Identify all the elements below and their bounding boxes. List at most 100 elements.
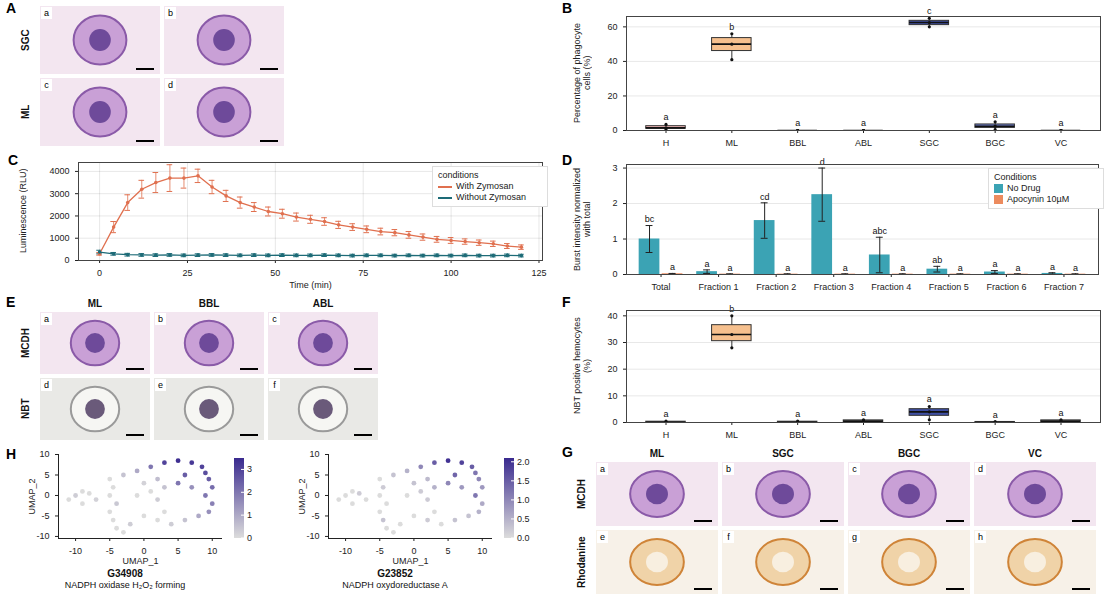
- svg-text:b: b: [168, 8, 173, 18]
- svg-text:b: b: [729, 304, 734, 314]
- svg-text:0: 0: [141, 546, 146, 556]
- svg-text:0: 0: [314, 490, 319, 500]
- svg-text:a: a: [861, 408, 866, 418]
- svg-text:c: c: [852, 464, 857, 474]
- svg-text:5: 5: [446, 546, 451, 556]
- svg-text:ab: ab: [932, 255, 942, 265]
- svg-text:a: a: [728, 263, 733, 273]
- svg-text:5: 5: [44, 470, 49, 480]
- svg-text:-5: -5: [106, 546, 114, 556]
- svg-text:b: b: [158, 314, 163, 324]
- svg-text:0: 0: [612, 125, 617, 135]
- svg-text:d: d: [978, 464, 983, 474]
- svg-text:40: 40: [607, 311, 617, 321]
- svg-text:100: 100: [444, 268, 459, 278]
- svg-text:-10: -10: [36, 531, 49, 541]
- svg-text:a: a: [1015, 263, 1020, 273]
- svg-text:10: 10: [607, 391, 617, 401]
- svg-text:-5: -5: [311, 511, 319, 521]
- svg-text:Fraction 2: Fraction 2: [756, 282, 796, 292]
- svg-text:40: 40: [607, 56, 617, 66]
- svg-text:ML: ML: [726, 430, 739, 440]
- svg-text:50: 50: [270, 268, 280, 278]
- svg-text:1: 1: [612, 234, 617, 244]
- svg-text:UMAP_1: UMAP_1: [122, 556, 158, 566]
- svg-text:H: H: [663, 430, 670, 440]
- svg-text:VC: VC: [1055, 138, 1068, 148]
- svg-text:a: a: [795, 118, 800, 128]
- svg-text:d: d: [820, 157, 825, 167]
- svg-text:ABL: ABL: [855, 430, 872, 440]
- svg-text:SGC: SGC: [920, 430, 940, 440]
- svg-text:0.0: 0.0: [517, 533, 530, 543]
- svg-text:2.0: 2.0: [517, 457, 530, 467]
- svg-text:a: a: [670, 262, 675, 272]
- svg-text:UMAP_2: UMAP_2: [297, 478, 307, 514]
- svg-text:f: f: [727, 532, 730, 542]
- svg-text:a: a: [663, 409, 668, 419]
- svg-text:3000: 3000: [49, 189, 69, 199]
- svg-text:Time (min): Time (min): [289, 280, 332, 290]
- svg-text:a: a: [861, 118, 866, 128]
- svg-text:10: 10: [39, 449, 49, 459]
- svg-text:abc: abc: [873, 226, 888, 236]
- svg-text:e: e: [158, 380, 163, 390]
- svg-text:0.5: 0.5: [517, 514, 530, 524]
- svg-text:ML: ML: [726, 138, 739, 148]
- svg-text:g: g: [852, 532, 857, 542]
- svg-text:0: 0: [64, 255, 69, 265]
- svg-text:10: 10: [477, 546, 487, 556]
- svg-text:SGC: SGC: [920, 138, 940, 148]
- svg-text:Fraction 5: Fraction 5: [929, 282, 969, 292]
- svg-text:c: c: [44, 80, 49, 90]
- svg-text:UMAP_2: UMAP_2: [27, 478, 37, 514]
- svg-text:-10: -10: [306, 531, 319, 541]
- svg-text:c: c: [272, 314, 277, 324]
- svg-text:b: b: [726, 464, 731, 474]
- svg-text:VC: VC: [1055, 430, 1068, 440]
- svg-text:10: 10: [207, 546, 217, 556]
- svg-text:a: a: [705, 259, 710, 269]
- svg-text:2: 2: [247, 487, 252, 497]
- svg-text:20: 20: [607, 91, 617, 101]
- svg-text:bc: bc: [645, 214, 655, 224]
- svg-text:3: 3: [247, 464, 252, 474]
- svg-text:d: d: [168, 80, 173, 90]
- svg-text:a: a: [795, 409, 800, 419]
- svg-text:a: a: [600, 464, 605, 474]
- svg-text:a: a: [1073, 263, 1078, 273]
- svg-text:2000: 2000: [49, 211, 69, 221]
- svg-text:a: a: [927, 394, 932, 404]
- svg-text:Fraction 1: Fraction 1: [699, 282, 739, 292]
- svg-text:a: a: [1058, 118, 1063, 128]
- svg-text:-10: -10: [339, 546, 352, 556]
- svg-text:10: 10: [309, 449, 319, 459]
- svg-text:0: 0: [612, 417, 617, 427]
- svg-text:a: a: [992, 259, 997, 269]
- svg-text:60: 60: [607, 22, 617, 32]
- svg-text:4000: 4000: [49, 166, 69, 176]
- svg-text:a: a: [993, 110, 998, 120]
- svg-text:1.0: 1.0: [517, 495, 530, 505]
- svg-text:a: a: [958, 263, 963, 273]
- svg-text:a: a: [1050, 262, 1055, 272]
- svg-text:BBL: BBL: [789, 138, 806, 148]
- svg-text:b: b: [729, 22, 734, 32]
- svg-text:1.5: 1.5: [517, 476, 530, 486]
- svg-text:0: 0: [97, 268, 102, 278]
- svg-text:a: a: [663, 112, 668, 122]
- svg-text:0: 0: [411, 546, 416, 556]
- svg-text:a: a: [900, 263, 905, 273]
- svg-text:a: a: [44, 8, 49, 18]
- svg-text:BGC: BGC: [985, 138, 1005, 148]
- svg-text:20: 20: [607, 364, 617, 374]
- svg-text:0: 0: [612, 269, 617, 279]
- svg-text:BBL: BBL: [789, 430, 806, 440]
- svg-text:c: c: [927, 6, 932, 16]
- svg-text:a: a: [785, 263, 790, 273]
- svg-text:Fraction 7: Fraction 7: [1044, 282, 1084, 292]
- svg-text:e: e: [600, 532, 605, 542]
- svg-text:Total: Total: [652, 282, 671, 292]
- svg-text:-5: -5: [376, 546, 384, 556]
- svg-text:30: 30: [607, 337, 617, 347]
